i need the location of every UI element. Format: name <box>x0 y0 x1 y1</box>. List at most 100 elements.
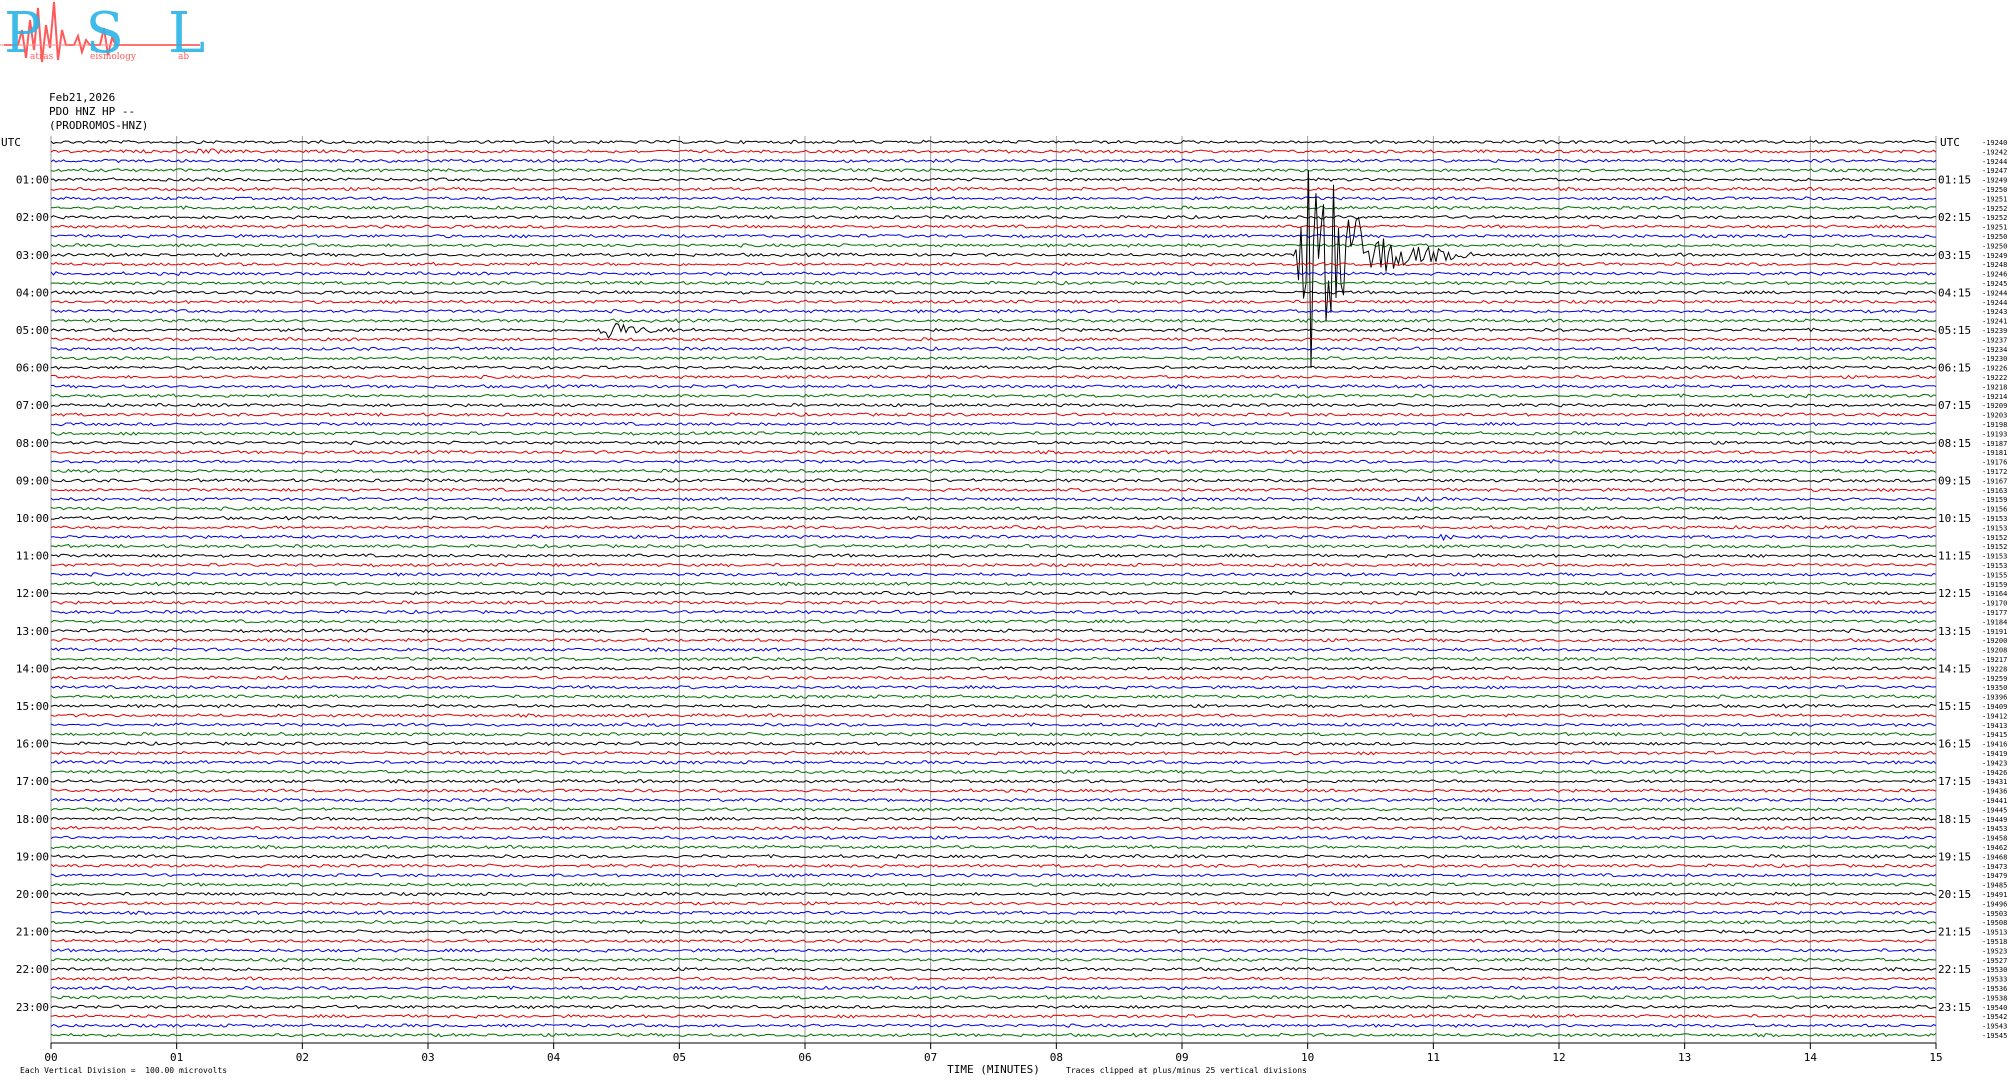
trace-count-label: -19167 <box>1982 477 2007 485</box>
trace-count-label: -19153 <box>1982 553 2007 561</box>
trace-line <box>50 684 1937 690</box>
footer-left-note: Each Vertical Division = 100.00 microvol… <box>20 1066 228 1075</box>
trace-count-label: -19536 <box>1982 985 2007 993</box>
trace-count-label: -19259 <box>1982 675 2007 683</box>
right-hour-label: 16:15 <box>1938 738 1971 751</box>
trace-line <box>50 308 1937 314</box>
right-hour-label: 01:15 <box>1938 174 1971 187</box>
trace-count-label: -19479 <box>1982 872 2007 880</box>
x-tick-label: 07 <box>924 1051 937 1064</box>
logo-word-1: atras <box>30 52 54 62</box>
trace-count-label: -19431 <box>1982 778 2007 786</box>
trace-count-label: -19152 <box>1982 534 2007 542</box>
trace-count-label: -19540 <box>1982 1004 2007 1012</box>
trace-line <box>50 872 1937 878</box>
trace-count-label: -19252 <box>1982 205 2007 213</box>
x-tick-label: 13 <box>1678 1051 1691 1064</box>
right-hour-label: 09:15 <box>1938 474 1971 487</box>
right-hour-label: 04:15 <box>1938 286 1971 299</box>
trace-count-label: -19218 <box>1982 383 2007 391</box>
trace-line <box>50 261 1937 267</box>
trace-line <box>50 355 1937 361</box>
x-tick-label: 01 <box>170 1051 183 1064</box>
right-hour-label: 23:15 <box>1938 1001 1971 1014</box>
trace-count-label: -19156 <box>1982 506 2007 514</box>
trace-line <box>50 336 1937 342</box>
trace-line <box>50 910 1937 916</box>
trace-count-label: -19462 <box>1982 844 2007 852</box>
trace-line <box>50 506 1937 512</box>
x-tick-label: 09 <box>1175 1051 1188 1064</box>
trace-count-label: -19245 <box>1982 280 2007 288</box>
trace-count-label: -19508 <box>1982 919 2007 927</box>
left-hour-label: 01:00 <box>16 174 49 187</box>
trace-line <box>50 449 1937 455</box>
x-tick-label: 05 <box>673 1051 686 1064</box>
left-hour-label: 07:00 <box>16 399 49 412</box>
x-tick-label: 12 <box>1552 1051 1565 1064</box>
x-tick-label: 15 <box>1929 1051 1942 1064</box>
record-date: Feb21,2026 <box>49 91 116 104</box>
trace-count-label: -19181 <box>1982 449 2007 457</box>
trace-line <box>50 938 1937 944</box>
trace-line <box>50 769 1937 775</box>
trace-line <box>50 299 1937 305</box>
trace-line <box>50 694 1937 699</box>
trace-line <box>50 562 1937 568</box>
trace-line <box>50 844 1937 850</box>
trace-count-label: -19423 <box>1982 759 2007 767</box>
trace-line <box>50 600 1937 605</box>
trace-count-label: -19203 <box>1982 412 2007 420</box>
trace-count-label: -19177 <box>1982 609 2007 617</box>
right-hour-label: 15:15 <box>1938 700 1971 713</box>
trace-line <box>50 167 1937 173</box>
trace-count-label: -19441 <box>1982 797 2007 805</box>
left-hour-label: 22:00 <box>16 963 49 976</box>
logo-word-2: eismology <box>90 52 136 62</box>
trace-count-label: -19496 <box>1982 900 2007 908</box>
trace-count-label: -19545 <box>1982 1032 2007 1040</box>
trace-line <box>50 224 1937 229</box>
trace-count-label: -19416 <box>1982 741 2007 749</box>
trace-line <box>50 572 1937 577</box>
trace-count-label: -19208 <box>1982 647 2007 655</box>
left-hour-label: 10:00 <box>16 512 49 525</box>
trace-count-label: -19473 <box>1982 863 2007 871</box>
trace-line <box>50 590 1937 596</box>
trace-line <box>50 477 1937 483</box>
left-hour-label: 13:00 <box>16 625 49 638</box>
right-hour-label: 02:15 <box>1938 211 1971 224</box>
trace-count-label: -19234 <box>1982 346 2007 354</box>
left-hour-label: 14:00 <box>16 662 49 675</box>
left-hour-label: 15:00 <box>16 700 49 713</box>
trace-count-label: -19176 <box>1982 459 2007 467</box>
trace-count-label: -19246 <box>1982 271 2007 279</box>
right-hour-label: 12:15 <box>1938 587 1971 600</box>
trace-count-label: -19415 <box>1982 731 2007 739</box>
trace-line <box>50 243 1937 248</box>
trace-line <box>50 496 1937 502</box>
trace-count-label: -19214 <box>1982 393 2007 401</box>
right-hour-label: 18:15 <box>1938 813 1971 826</box>
trace-count-label: -19153 <box>1982 524 2007 532</box>
trace-line <box>50 195 1937 201</box>
trace-count-label: -19247 <box>1982 167 2007 175</box>
left-hour-label: 23:00 <box>16 1001 49 1014</box>
trace-line <box>50 788 1937 794</box>
left-hour-label: 20:00 <box>16 888 49 901</box>
trace-line <box>50 807 1937 812</box>
trace-line <box>50 760 1937 765</box>
trace-count-label: -19518 <box>1982 938 2007 946</box>
trace-count-label: -19251 <box>1982 195 2007 203</box>
trace-count-label: -19164 <box>1982 590 2007 598</box>
right-hour-label: 10:15 <box>1938 512 1971 525</box>
trace-count-label: -19419 <box>1982 750 2007 758</box>
trace-count-label: -19193 <box>1982 430 2007 438</box>
trace-count-label: -19200 <box>1982 637 2007 645</box>
trace-line <box>50 290 1937 295</box>
trace-count-label: -19198 <box>1982 421 2007 429</box>
trace-count-label: -19513 <box>1982 929 2007 937</box>
left-hour-label: 18:00 <box>16 813 49 826</box>
trace-count-label: -19159 <box>1982 581 2007 589</box>
trace-count-label: -19209 <box>1982 402 2007 410</box>
